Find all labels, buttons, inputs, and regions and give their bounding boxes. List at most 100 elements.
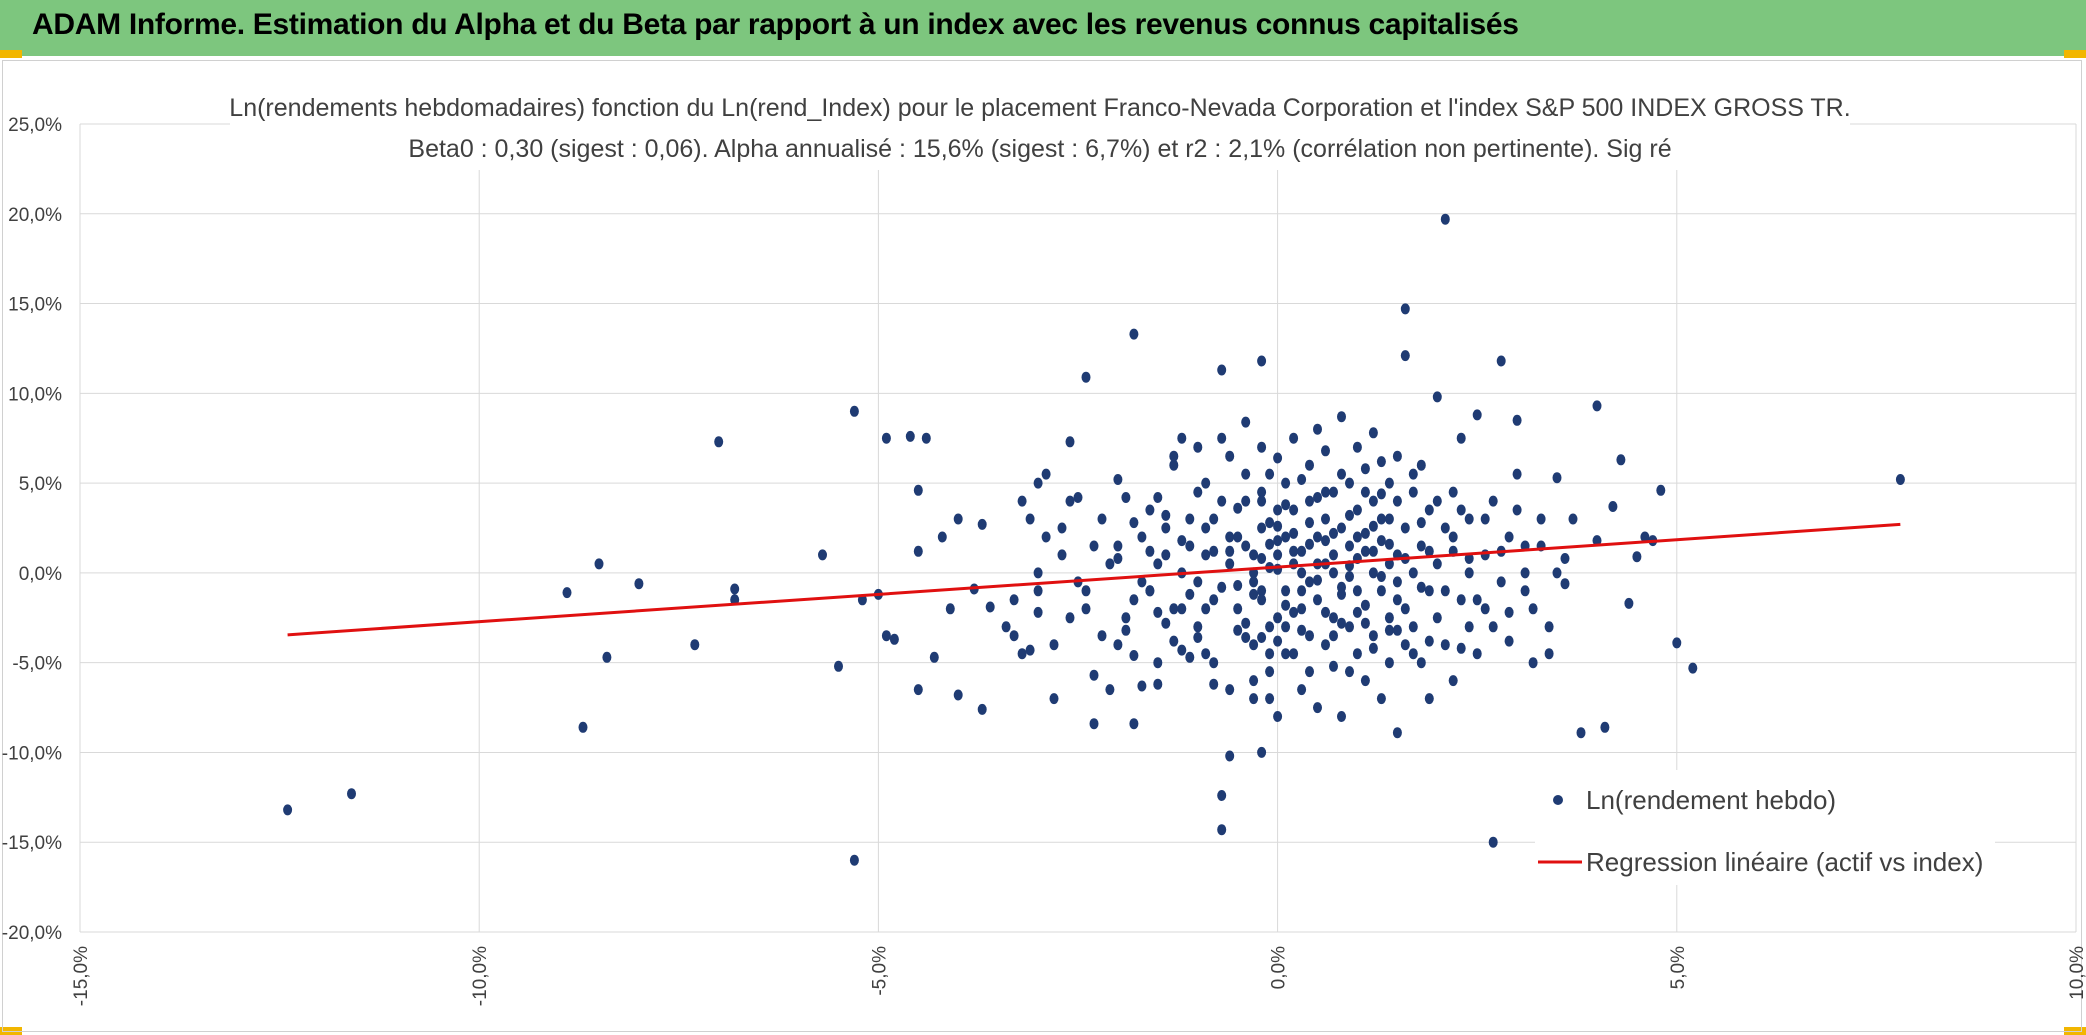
data-point	[1209, 594, 1219, 606]
data-point	[1177, 603, 1187, 615]
data-point	[1408, 648, 1418, 660]
data-point	[818, 549, 827, 561]
x-tick-label: -15,0%	[71, 946, 92, 1006]
data-point	[1177, 535, 1187, 547]
data-point	[1177, 644, 1187, 656]
data-point	[1129, 328, 1139, 340]
data-point	[1560, 553, 1570, 564]
data-point	[1345, 666, 1354, 678]
data-point	[1233, 531, 1243, 543]
data-point	[1329, 612, 1338, 624]
data-point	[1416, 459, 1426, 471]
x-tick-label: -5,0%	[869, 946, 890, 996]
data-point	[1033, 606, 1043, 618]
data-point	[1281, 585, 1291, 597]
data-point	[1113, 639, 1123, 651]
data-point	[929, 651, 939, 663]
data-point	[1321, 445, 1330, 457]
data-point	[1305, 666, 1314, 678]
data-point	[1025, 644, 1035, 656]
data-point	[1432, 391, 1442, 403]
data-point	[1504, 531, 1514, 543]
data-point	[1512, 504, 1522, 516]
data-point	[1392, 594, 1402, 606]
data-point	[562, 587, 572, 599]
data-point	[1337, 522, 1346, 534]
data-point	[1273, 612, 1283, 624]
data-point	[1544, 648, 1554, 660]
data-point	[1329, 630, 1338, 642]
data-point	[1496, 355, 1506, 367]
data-point	[1329, 549, 1338, 561]
data-point	[1456, 504, 1466, 516]
data-point	[1376, 535, 1386, 547]
data-point	[1209, 545, 1219, 557]
data-point	[834, 660, 843, 672]
data-point	[1241, 632, 1251, 643]
data-point	[1464, 553, 1474, 564]
data-point	[1169, 635, 1179, 647]
data-point	[1289, 527, 1299, 539]
data-point	[1448, 675, 1458, 687]
data-point	[1528, 657, 1538, 669]
y-tick-label: -10,0%	[2, 743, 62, 764]
data-point	[1281, 621, 1291, 633]
data-point	[1472, 594, 1482, 606]
data-point	[1137, 531, 1147, 543]
data-point	[1416, 581, 1426, 593]
data-point	[1217, 432, 1227, 444]
data-point	[1432, 612, 1442, 624]
data-point	[1392, 450, 1402, 462]
data-point	[1121, 612, 1131, 624]
data-point	[1368, 495, 1378, 507]
data-point	[1520, 567, 1530, 579]
data-point	[1305, 459, 1314, 471]
data-point	[1249, 693, 1259, 705]
y-tick-label: 5,0%	[19, 474, 62, 495]
data-point	[1041, 468, 1051, 480]
data-point	[1384, 612, 1394, 624]
data-point	[1225, 450, 1235, 462]
data-point	[1384, 538, 1394, 550]
legend-label-points: Ln(rendement hebdo)	[1586, 785, 1836, 815]
data-point	[1456, 594, 1466, 606]
data-point	[985, 601, 995, 613]
data-point	[1560, 578, 1570, 590]
data-point	[1225, 558, 1235, 570]
data-point	[1496, 576, 1506, 588]
data-point	[1368, 642, 1378, 654]
data-point	[1185, 651, 1195, 663]
data-point	[1217, 824, 1227, 836]
data-point	[1632, 551, 1642, 563]
data-point	[578, 721, 588, 733]
data-point	[1376, 513, 1386, 525]
data-point	[1352, 648, 1362, 660]
data-point	[1384, 513, 1394, 525]
data-point	[1081, 371, 1091, 383]
data-point	[1217, 364, 1227, 376]
data-point	[1249, 639, 1259, 651]
data-point	[1672, 637, 1682, 649]
corner-marker	[0, 50, 22, 58]
data-point	[1257, 585, 1267, 597]
data-point	[1161, 549, 1171, 561]
data-point	[1352, 606, 1362, 618]
data-point	[1329, 660, 1338, 672]
data-point	[1289, 504, 1299, 516]
data-point	[1544, 621, 1554, 633]
data-point	[1352, 531, 1362, 543]
data-point	[1185, 513, 1195, 525]
data-point	[594, 558, 604, 570]
data-point	[1153, 558, 1163, 570]
data-point	[1352, 585, 1362, 597]
data-point	[634, 578, 644, 590]
data-point	[1273, 452, 1283, 464]
data-point	[913, 484, 923, 496]
data-point	[1217, 790, 1227, 801]
data-point	[1257, 746, 1267, 758]
data-point	[1129, 650, 1139, 661]
data-point	[1257, 594, 1267, 606]
data-point	[1017, 648, 1027, 660]
data-point	[1289, 648, 1299, 660]
data-point	[1368, 630, 1378, 642]
